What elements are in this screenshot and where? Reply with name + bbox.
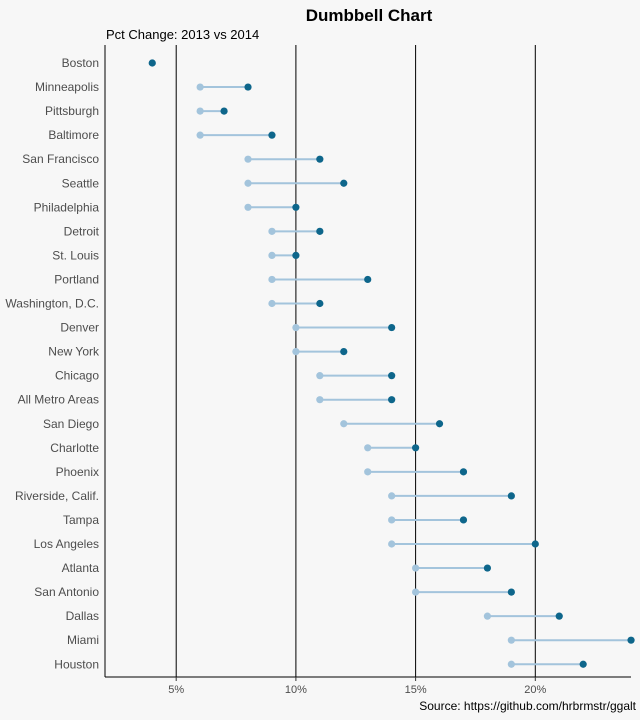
y-tick-label: Miami [67,633,99,647]
x-tick-label: 15% [405,684,427,696]
x-tick-label: 5% [168,684,184,696]
point-2014 [292,203,300,211]
point-2013 [364,444,372,452]
point-2013 [196,83,204,91]
point-2013 [316,372,324,380]
chart-title: Dumbbell Chart [306,6,433,25]
chart-caption: Source: https://github.com/hrbrmstr/ggal… [419,699,636,713]
y-tick-label: Los Angeles [34,537,99,551]
y-tick-label: Philadelphia [34,200,100,214]
y-tick-label: Denver [60,321,99,335]
point-2014 [507,492,515,500]
point-2013 [244,203,252,211]
y-tick-label: Baltimore [48,128,99,142]
point-2013 [244,155,252,163]
dumbbell-marks [148,59,635,668]
point-2014 [531,540,539,548]
point-2013 [340,420,348,428]
point-2013 [196,131,204,139]
y-tick-label: Seattle [62,176,100,190]
point-2013 [268,275,276,284]
y-tick-label: Pittsburgh [45,104,99,118]
point-2013 [292,323,300,332]
point-2014 [340,179,348,187]
point-2014 [220,107,228,115]
y-tick-label: Washington, D.C. [5,297,99,311]
point-2014 [459,468,468,476]
x-axis-labels: 5%10%15%20%25% [168,684,546,696]
point-2013 [507,636,515,644]
point-2014 [459,516,468,524]
point-2014 [435,420,444,428]
point-2014 [507,588,515,596]
y-tick-label: Boston [62,56,99,70]
point-2013 [196,107,204,115]
y-tick-label: Charlotte [50,441,99,455]
y-tick-label: Dallas [66,609,99,623]
point-2014 [388,396,396,404]
point-2014 [483,564,492,572]
point-2013 [412,564,420,572]
y-tick-label: Houston [54,657,99,671]
point-2013 [316,396,324,404]
point-2013 [483,612,492,620]
y-tick-label: San Francisco [22,152,99,166]
point-2014 [316,155,324,163]
x-tick-label: 10% [285,684,307,696]
y-tick-label: New York [48,345,100,359]
point-2014 [268,131,276,139]
point-2014 [148,59,156,67]
y-tick-label: Tampa [63,513,99,527]
point-2014 [364,275,372,284]
point-2013 [364,468,372,476]
point-2014 [388,323,396,332]
y-tick-label: San Antonio [34,585,99,599]
point-2013 [388,492,396,500]
point-2013 [244,179,252,187]
point-2013 [412,588,420,596]
point-2014 [316,299,324,308]
point-2013 [268,227,276,235]
axis-lines [104,45,631,681]
y-tick-label: Minneapolis [35,80,99,94]
point-2013 [268,299,276,308]
point-2014 [412,444,420,452]
point-2014 [244,83,252,91]
point-2014 [292,251,300,259]
y-tick-label: San Diego [43,417,99,431]
point-2014 [627,636,635,644]
point-2014 [316,227,324,235]
y-tick-label: All Metro Areas [18,393,99,407]
point-2014 [340,348,348,356]
y-tick-label: Detroit [64,224,100,238]
point-2013 [388,516,396,524]
grid-lines [175,45,536,677]
point-2013 [388,540,396,548]
point-2014 [579,660,587,668]
point-2013 [507,660,515,668]
chart-subtitle: Pct Change: 2013 vs 2014 [106,27,259,42]
y-tick-label: St. Louis [52,248,99,262]
y-tick-label: Riverside, Calif. [15,489,99,503]
y-tick-label: Phoenix [56,465,99,479]
y-tick-label: Atlanta [62,561,100,575]
y-axis-labels: Boston Minneapolis Pittsburgh Baltimore San … [5,56,100,671]
y-tick-label: Portland [54,272,99,286]
y-tick-label: Chicago [55,369,99,383]
point-2014 [388,372,396,380]
point-2013 [292,348,300,356]
x-tick-label: 20% [524,684,546,696]
point-2013 [268,251,276,259]
point-2014 [555,612,563,620]
